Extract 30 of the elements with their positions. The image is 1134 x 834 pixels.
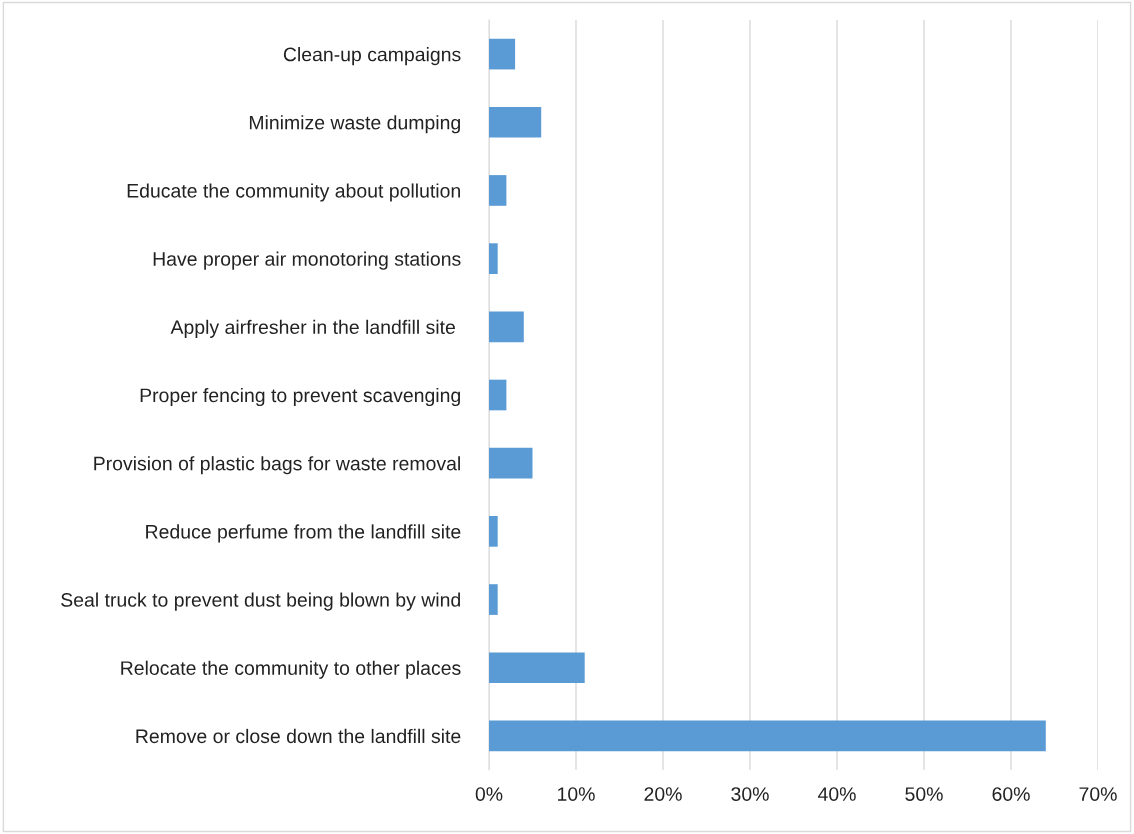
y-tick-label: Remove or close down the landfill site xyxy=(136,728,461,744)
x-tick-label: 30% xyxy=(731,787,769,801)
bar xyxy=(489,311,524,343)
x-tick-label: 50% xyxy=(905,787,943,801)
y-tick-label: Minimize waste dumping xyxy=(249,115,460,134)
x-tick-label: 20% xyxy=(644,787,682,801)
bar xyxy=(489,175,507,206)
bar xyxy=(489,652,585,684)
y-tick-label: Seal truck to prevent dust being blown by wind xyxy=(61,592,460,611)
y-tick-label: Relocate the community to other places xyxy=(121,660,461,679)
bar xyxy=(489,379,507,411)
y-tick-label: Provision of plastic bags for waste removal xyxy=(94,456,460,475)
x-tick-label: 70% xyxy=(1079,787,1117,801)
bar xyxy=(489,720,1046,752)
y-tick-label: Have proper air monotoring stations xyxy=(153,251,461,270)
x-tick-label: 40% xyxy=(817,787,856,801)
bar xyxy=(489,516,498,547)
bar xyxy=(489,584,498,615)
x-tick-label: 0% xyxy=(475,787,503,801)
bar xyxy=(489,243,498,274)
bar xyxy=(489,38,516,70)
x-tick-label: 60% xyxy=(992,787,1030,801)
x-tick-label: 10% xyxy=(558,787,595,801)
y-tick-label: Apply airfresher in the landfill site xyxy=(170,319,455,338)
y-tick-label: Clean-up campaigns xyxy=(283,47,461,66)
y-tick-label: Proper fencing to prevent scavenging xyxy=(140,387,460,407)
bar xyxy=(489,106,542,138)
y-tick-label: Educate the community about pollution xyxy=(127,183,460,202)
y-tick-label: Reduce perfume from the landfill site xyxy=(146,524,461,543)
bar xyxy=(489,447,533,479)
